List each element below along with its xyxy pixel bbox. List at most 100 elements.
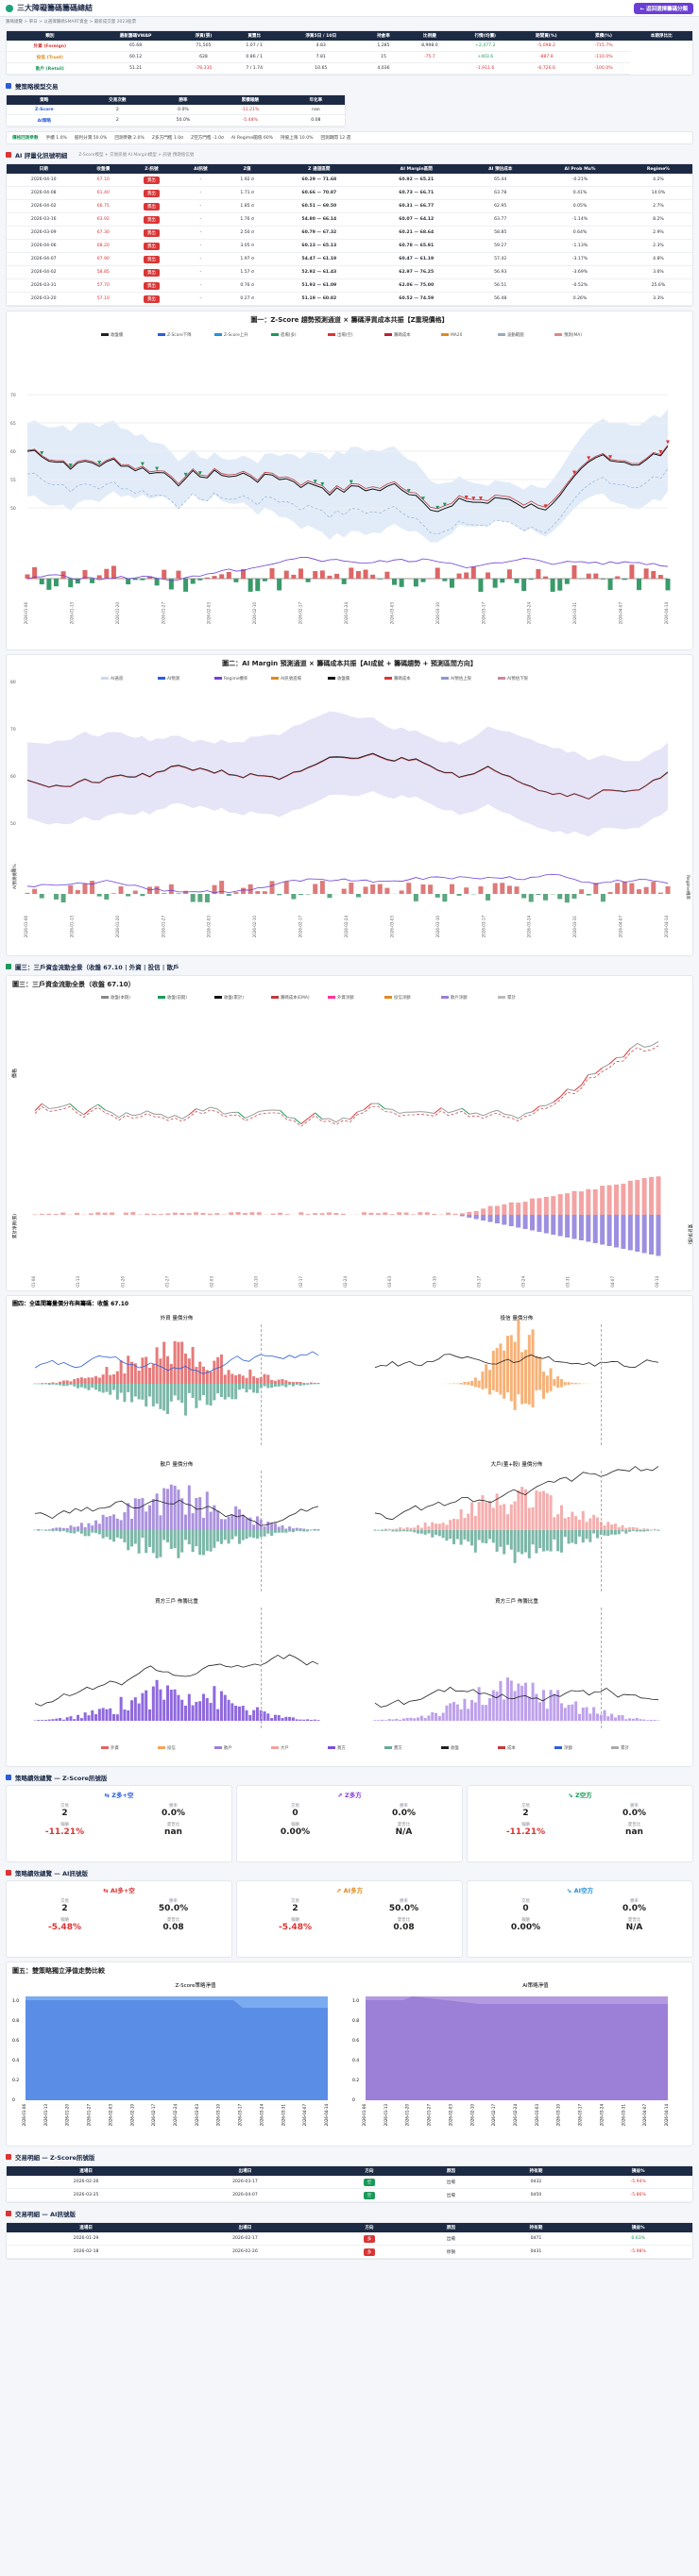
series-line [35, 1046, 658, 1126]
tick-label: 2026-02-24 [173, 2104, 178, 2127]
dist-bar [59, 1718, 61, 1721]
aistrat-section-title: 策略績效總覽 — AI訊號版 [6, 1868, 693, 1877]
table-cell: 賣出 [126, 187, 178, 200]
dist-bar [264, 1526, 266, 1530]
dist-bar-neg [578, 1530, 581, 1537]
ai-bar [622, 882, 627, 894]
buy-bar [551, 1196, 555, 1215]
buy-bar [474, 1211, 479, 1215]
dist-bar [198, 1701, 201, 1721]
dist-bar [546, 1493, 549, 1530]
strategy-card: ⇘ AI空方 交易 0 勝率 0.0% 報酬 0.00% 夏普比 N/A [467, 1880, 693, 1958]
stat-ret: 報酬 -5.48% [12, 1917, 117, 1932]
dist-bar [296, 1528, 298, 1530]
param-item: 回測期間 12 週 [320, 135, 350, 141]
dist-bar [571, 1383, 573, 1384]
dist-bar-neg [109, 1384, 111, 1395]
dist-bar [420, 1716, 423, 1721]
dist-bar [560, 1703, 563, 1721]
tick-label: 0.8 [352, 2018, 359, 2024]
dist-bar-neg [127, 1530, 129, 1550]
table-cell: - [178, 253, 224, 266]
dist-bar-neg [51, 1384, 54, 1385]
legend-label: 賣方 [394, 1744, 402, 1751]
dist-bar-neg [170, 1384, 173, 1402]
table-cell: -5.86% [584, 2189, 692, 2202]
param-item: 價格回測參數 [12, 135, 39, 141]
dist-bar-neg [264, 1384, 266, 1387]
sell-bar [558, 1215, 563, 1237]
dist-bar [170, 1364, 173, 1384]
flow-bar [384, 572, 389, 579]
table-cell: 60.92 — 65.21 [367, 174, 465, 187]
dist-bar [109, 1375, 111, 1384]
dist-bar [138, 1371, 141, 1384]
table-cell: 2026-02-26 [165, 2246, 324, 2259]
flow-bar [507, 569, 512, 579]
dist-bar [202, 1367, 205, 1384]
dist-bar [402, 1528, 405, 1530]
price-segment [595, 1068, 602, 1073]
dist-bar [264, 1374, 266, 1384]
dist-bar-neg [470, 1530, 473, 1545]
dist-bar-neg [568, 1530, 571, 1543]
ai-bar [263, 891, 267, 894]
ai-bar [370, 884, 375, 894]
dist-bar [109, 1709, 111, 1721]
dist-bar-neg [80, 1530, 83, 1534]
price-segment [609, 1058, 616, 1065]
dist-bar [109, 1516, 111, 1530]
dist-bar-neg [213, 1384, 215, 1400]
dist-bar [317, 1720, 320, 1721]
dist-bar [639, 1719, 642, 1721]
dist-bar [281, 1379, 284, 1384]
dist-bar [417, 1525, 419, 1530]
ai-bar [162, 893, 166, 894]
dist-bar-neg [145, 1384, 147, 1406]
legend-swatch [328, 333, 335, 336]
dist-bar-neg [148, 1530, 151, 1547]
price-segment [568, 1089, 574, 1091]
flow-bar [622, 579, 627, 580]
panel-title: 投信 量價分佈 [501, 1314, 534, 1322]
tick-label: 0.6 [352, 2038, 359, 2044]
table-cell: 54.80 — 66.14 [270, 213, 367, 227]
tick-label: 2026-04-14 [324, 2104, 329, 2127]
dist-bar [73, 1719, 76, 1721]
dist-bar-neg [141, 1530, 144, 1538]
dist-bar-neg [636, 1530, 639, 1532]
dist-bar [542, 1491, 545, 1530]
buy-bar [579, 1191, 584, 1215]
dist-bar [574, 1701, 577, 1721]
column-header: 持有期 [488, 2166, 585, 2176]
dist-bar-neg [87, 1530, 90, 1536]
dist-bar [91, 1710, 94, 1721]
chart2-svg: AI通道 AI預測 Regime機率 AI訊號進場 收盤價 籌碼成本 AI預估上限 AI預估下… [7, 672, 692, 951]
legend-label: 收盤(前期) [167, 994, 187, 1001]
legend-swatch [271, 1746, 279, 1749]
table-cell: 25.6% [624, 279, 692, 293]
table-cell: 2026-03-16 [7, 213, 81, 227]
price-segment [546, 1103, 553, 1105]
dist-bar [409, 1528, 412, 1530]
stat-ret: 報酬 0.00% [473, 1917, 578, 1932]
tick-label: 50 [10, 506, 16, 512]
dist-bar-neg [488, 1530, 491, 1539]
dist-bar-neg [112, 1384, 115, 1389]
table-cell: 賣出 [126, 213, 178, 227]
dist-bar [485, 1502, 487, 1530]
dist-bar [639, 1529, 642, 1530]
dist-bar [51, 1382, 54, 1384]
dist-bar-neg [202, 1530, 205, 1555]
table-cell: - [178, 279, 224, 293]
dist-bar-neg [460, 1530, 463, 1545]
back-button[interactable]: ← 返回選擇籌碼分類 [634, 3, 693, 14]
ai-bar [500, 883, 504, 894]
sell-bar [572, 1215, 577, 1239]
flow-bar [442, 579, 447, 581]
dist-bar-neg [528, 1384, 531, 1405]
dist-bar [145, 1356, 147, 1384]
legend-label: 出場(空) [337, 331, 353, 338]
table-cell: 57.70 [81, 279, 127, 293]
sell-bar [565, 1215, 570, 1237]
